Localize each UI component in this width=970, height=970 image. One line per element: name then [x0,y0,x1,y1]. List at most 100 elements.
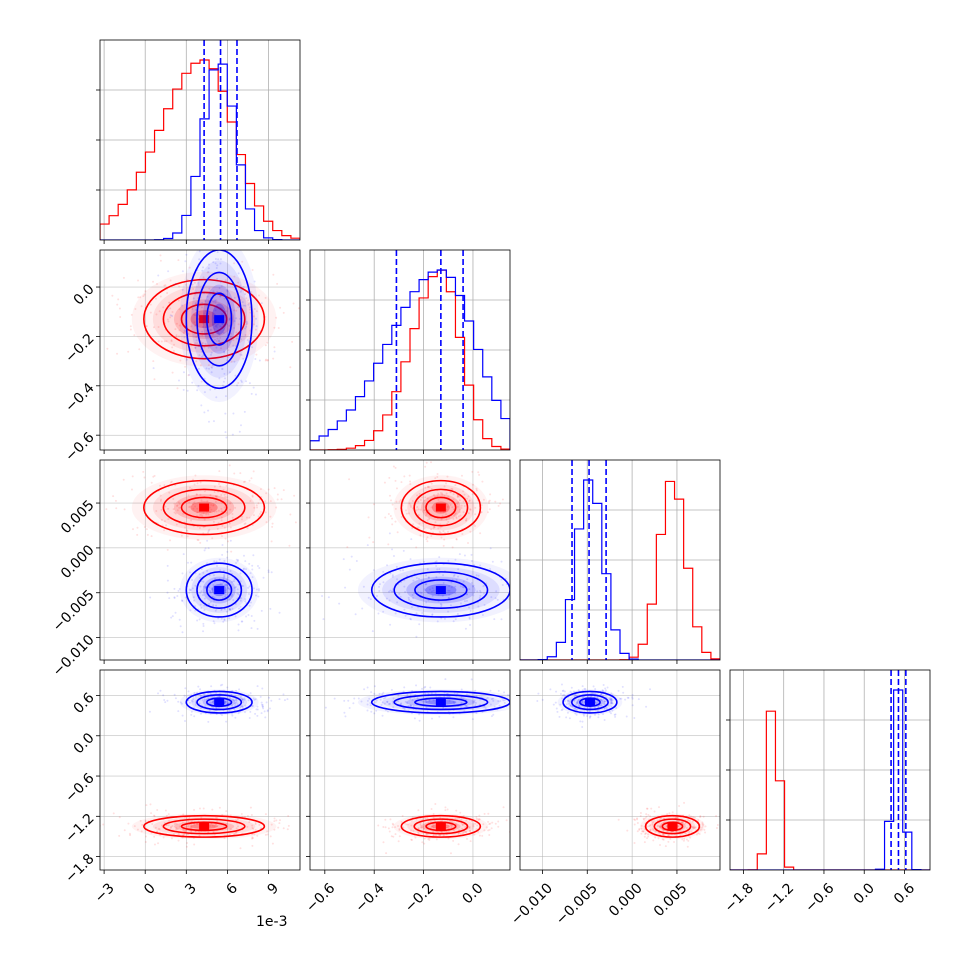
sample-point [418,522,421,525]
sample-point [304,475,306,477]
sample-point [398,500,401,503]
sample-point [402,707,405,710]
sample-point [573,707,576,710]
sample-point [223,595,226,598]
sample-point [482,705,485,708]
sample-point [182,553,185,556]
sample-point [208,506,211,509]
sample-point [220,617,223,620]
sample-point [472,483,475,486]
sample-point [242,568,245,571]
sample-point [261,687,264,690]
sample-point [436,495,439,498]
sample-point [425,574,428,577]
sample-point [193,321,196,324]
contour-blue-0 [370,690,510,714]
sample-point [475,816,478,819]
sample-point [555,707,558,710]
sample-point [692,827,695,830]
contour-red-2 [180,821,228,832]
sample-point [253,280,256,283]
sample-point [282,827,285,830]
sample-point [252,827,255,830]
sample-point [626,696,629,699]
joint-frame-0-3 [99,669,301,871]
sample-point [231,607,234,610]
sample-point [205,331,208,334]
sample-point [313,817,315,819]
density-peak-red [199,822,210,831]
sample-point [580,700,583,703]
sample-point [493,618,496,621]
sample-point [168,491,171,494]
sample-point [397,824,400,827]
sample-point [216,330,219,333]
sample-point [198,702,201,705]
sample-point [224,377,227,380]
sample-point [387,512,390,515]
sample-point [377,824,380,827]
sample-point [581,689,584,692]
sample-point [652,820,655,823]
sample-point [184,330,187,333]
sample-point [491,821,494,824]
sample-point [263,710,266,713]
sample-point [568,700,571,703]
sample-point [319,823,321,825]
sample-point [447,559,450,562]
sample-point [229,336,232,339]
sample-point [192,507,195,510]
sample-point [431,594,434,597]
sample-point [123,508,126,511]
sample-point [644,832,647,835]
sample-point [241,698,244,701]
sample-point [218,339,221,342]
sample-point [248,308,251,311]
sample-point [231,593,234,596]
sample-point [597,705,600,708]
sample-point [614,713,617,716]
sample-point [233,300,236,303]
sample-point [226,496,229,499]
sample-point [673,840,676,843]
sample-point [416,526,419,529]
sample-point [162,836,165,839]
sample-point [164,809,167,812]
sample-point [174,328,177,331]
sample-point [424,685,427,688]
sample-point [702,815,705,818]
sample-point [448,593,451,596]
sample-point [266,709,269,712]
sample-point [647,814,650,817]
sample-point [166,308,169,311]
sample-point [452,493,455,496]
sample-point [662,833,665,836]
sample-point [594,692,597,695]
sample-point [209,494,212,497]
sample-point [165,340,168,343]
sample-point [199,514,202,517]
sample-point [500,578,503,581]
x-tick-label-0-1: 0 [141,880,159,898]
sample-point [177,501,180,504]
sample-point [220,493,223,496]
sample-point [219,325,222,328]
sample-point [452,508,455,511]
sample-point [355,560,358,563]
sample-point [439,526,442,529]
sample-point [234,698,237,701]
sample-point [566,699,569,702]
sample-point [232,344,235,347]
sample-point [239,706,242,709]
sample-point [521,689,523,691]
sample-point [602,698,605,701]
sample-point [208,590,211,593]
sample-point [558,715,561,718]
sample-point [194,605,197,608]
sample-point [255,310,258,313]
sample-point [385,852,388,855]
sample-point [218,470,221,473]
sample-point [269,515,272,518]
sample-point [198,830,201,833]
sample-point [249,692,252,695]
